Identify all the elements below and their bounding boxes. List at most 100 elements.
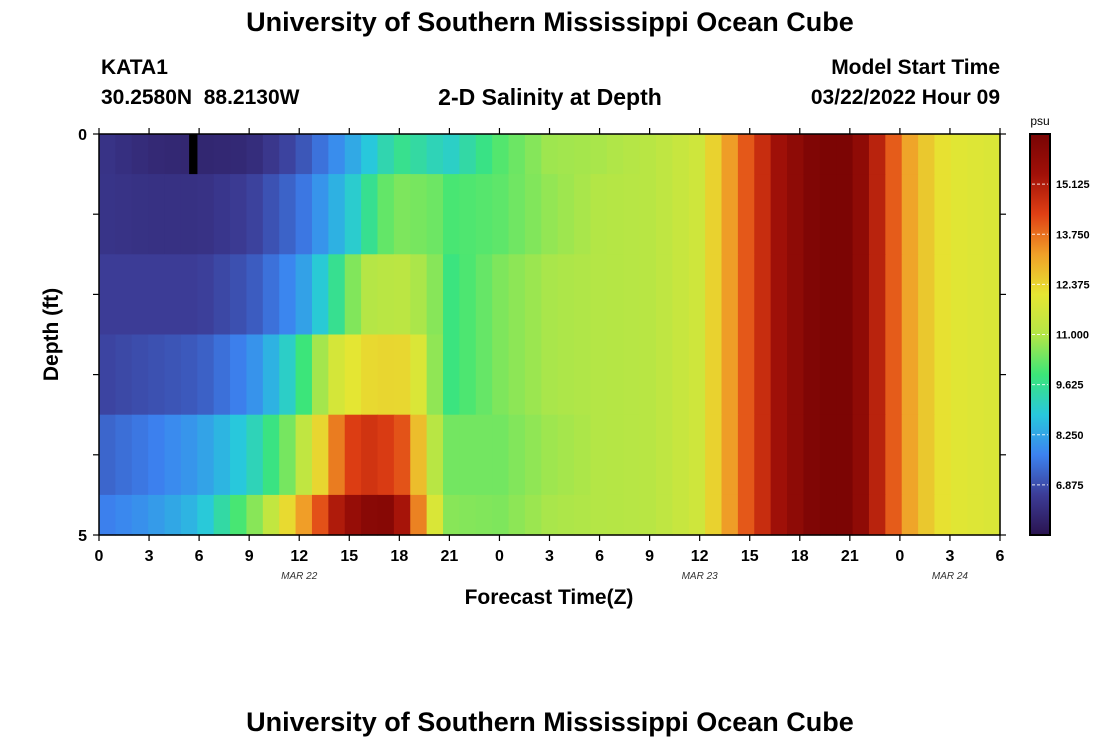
- heatmap-cell: [918, 414, 936, 496]
- heatmap-cell: [295, 254, 313, 336]
- x-axis-ticks: 0 3 6 9 12 15 18 21 0 3 6 9 12 15 18 21 0 3 6 MAR 22 MAR 23 M…: [95, 128, 1005, 582]
- heatmap-cell: [868, 334, 886, 416]
- heatmap-cell: [475, 254, 493, 336]
- x-tick-label: 6: [996, 548, 1005, 565]
- heatmap-cell: [639, 494, 657, 536]
- heatmap-cell: [508, 494, 526, 536]
- heatmap-cell: [361, 174, 379, 255]
- heatmap-cell: [754, 414, 772, 496]
- colorbar: 15.125 13.750 12.375 11.000 9.625 8.250 6.875: [1029, 133, 1090, 536]
- heatmap-cell: [524, 254, 542, 336]
- x-date-label: MAR 23: [682, 571, 719, 582]
- heatmap-cell: [197, 414, 215, 496]
- colorbar-tick-label: 8.250: [1056, 430, 1084, 442]
- heatmap-cell: [443, 254, 460, 336]
- heatmap-cell: [705, 174, 723, 255]
- heatmap-cell: [230, 254, 248, 336]
- heatmap-cell: [492, 494, 510, 536]
- heatmap-cell: [344, 174, 362, 255]
- x-tick-label: 3: [945, 548, 954, 565]
- heatmap-cell: [737, 134, 755, 175]
- heatmap-cell: [410, 414, 428, 496]
- heatmap-cell: [688, 414, 706, 496]
- heatmap-cell: [426, 334, 444, 416]
- heatmap-cell: [836, 494, 854, 536]
- heatmap-cell: [967, 134, 985, 175]
- heatmap-cell: [197, 254, 215, 336]
- station-coordinates: 30.2580N 88.2130W: [101, 86, 300, 109]
- station-id: KATA1: [101, 56, 168, 79]
- heatmap-cell: [737, 254, 755, 336]
- heatmap-cell: [852, 334, 870, 416]
- heatmap-cell: [393, 494, 411, 536]
- heatmap-cell: [688, 494, 706, 536]
- heatmap-cell: [918, 334, 936, 416]
- heatmap-cell: [164, 174, 182, 255]
- heatmap-cell: [737, 334, 755, 416]
- heatmap-cell: [967, 494, 985, 536]
- heatmap-cell: [279, 494, 297, 536]
- x-tick-label: 0: [95, 548, 104, 565]
- heatmap-cell: [131, 414, 149, 496]
- heatmap-cell: [885, 334, 903, 416]
- x-tick-label: 0: [495, 548, 504, 565]
- heatmap-cell: [475, 334, 493, 416]
- heatmap-cell: [164, 334, 182, 416]
- heatmap-cell: [328, 334, 346, 416]
- heatmap-cell: [852, 414, 870, 496]
- heatmap-cell: [262, 174, 280, 255]
- heatmap-cell: [246, 334, 264, 416]
- heatmap-cell: [672, 134, 690, 175]
- heatmap-cell: [557, 134, 575, 175]
- heatmap-cell: [868, 494, 886, 536]
- heatmap-cell: [361, 414, 379, 496]
- heatmap-cell: [475, 414, 493, 496]
- heatmap-cell: [115, 254, 133, 336]
- heatmap-cell: [557, 414, 575, 496]
- heatmap-cell: [655, 174, 673, 255]
- colorbar-tick-label: 15.125: [1056, 179, 1090, 191]
- heatmap-cell: [623, 134, 641, 175]
- heatmap-cell: [754, 334, 772, 416]
- heatmap-cell: [524, 334, 542, 416]
- heatmap-cell: [262, 254, 280, 336]
- heatmap-cell: [426, 414, 444, 496]
- heatmap-cell: [459, 494, 477, 536]
- heatmap-cell: [623, 334, 641, 416]
- heatmap-cell: [541, 494, 559, 536]
- heatmap-cell: [787, 174, 805, 255]
- heatmap-cell: [541, 254, 559, 336]
- heatmap-cell: [606, 174, 624, 255]
- heatmap-cell: [901, 134, 919, 175]
- heatmap-cell: [213, 174, 231, 255]
- heatmap-cell: [115, 494, 133, 536]
- heatmap-cell: [475, 174, 493, 255]
- heatmap-cell: [983, 494, 1001, 536]
- heatmap-cell: [901, 174, 919, 255]
- heatmap-cell: [377, 334, 395, 416]
- heatmap-cell: [639, 334, 657, 416]
- heatmap-cell: [328, 254, 346, 336]
- heatmap-cell: [754, 254, 772, 336]
- heatmap-cell: [590, 494, 608, 536]
- heatmap-cell: [590, 414, 608, 496]
- heatmap-cell: [639, 254, 657, 336]
- heatmap-cell: [344, 254, 362, 336]
- heatmap-cell: [836, 134, 854, 175]
- heatmap-cell: [246, 134, 264, 175]
- heatmap-cell: [803, 254, 821, 336]
- heatmap-cell: [361, 254, 379, 336]
- heatmap-cell: [164, 494, 182, 536]
- heatmap-cell: [721, 494, 739, 536]
- x-tick-label: 3: [545, 548, 554, 565]
- heatmap-cell: [541, 334, 559, 416]
- heatmap-cell: [393, 254, 411, 336]
- heatmap-cell: [606, 494, 624, 536]
- heatmap-cell: [983, 134, 1001, 175]
- heatmap-cell: [574, 254, 592, 336]
- heatmap-cell: [819, 494, 837, 536]
- heatmap-cell: [131, 494, 149, 536]
- heatmap-cell: [819, 174, 837, 255]
- heatmap-cell: [295, 134, 313, 175]
- model-start-time-value: 03/22/2022 Hour 09: [810, 86, 1000, 109]
